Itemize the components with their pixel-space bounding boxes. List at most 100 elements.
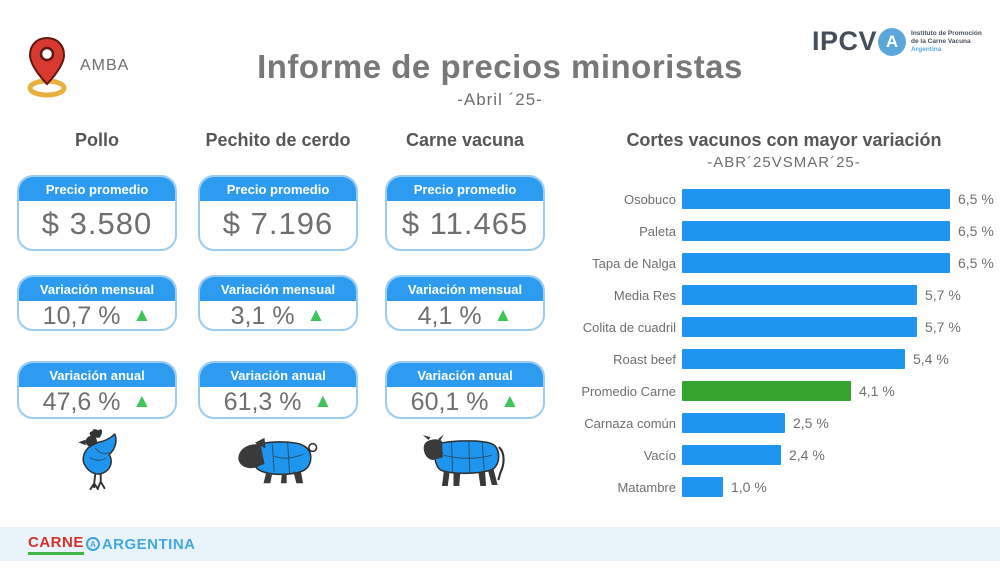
ipcva-org-name: Instituto de Promoción de la Carne Vacun… [911, 29, 982, 53]
annual-variation-value: 47,6 % [42, 387, 121, 416]
brand-carne-text: CARNE [28, 534, 84, 555]
bar-value-label: 2,4 % [789, 447, 825, 463]
up-triangle-icon: ▲ [132, 304, 152, 326]
bar-category-label: Colita de cuadril [582, 319, 676, 335]
carne-argentina-logo: CARNE A ARGENTINA [28, 534, 196, 555]
chicken-icon [17, 424, 177, 500]
bar-category-label: Media Res [613, 287, 676, 303]
ipcva-badge-icon: A [878, 27, 907, 56]
monthly-card-header: Variación mensual [19, 277, 175, 301]
monthly-card-header: Variación mensual [387, 277, 543, 301]
annual-variation-card: Variación anual 47,6 % ▲ [17, 361, 177, 419]
chart-subtitle: -ABR´25VSMAR´25- [707, 154, 861, 171]
price-card-header: Precio promedio [19, 177, 175, 201]
up-triangle-icon: ▲ [500, 390, 520, 412]
price-value: $ 7.196 [222, 206, 334, 241]
monthly-variation-card: Variación mensual 4,1 % ▲ [385, 275, 545, 331]
bar-category-label: Tapa de Nalga [592, 255, 676, 271]
chart-title: Cortes vacunos con mayor variación [626, 130, 942, 150]
report-title-block: Informe de precios minoristas -Abril ´25… [170, 48, 830, 110]
ipcva-logo: IPCV A Instituto de Promoción de la Carn… [812, 26, 982, 57]
bar-category-label: Matambre [617, 479, 676, 495]
bar-value-label: 6,5 % [958, 255, 994, 271]
annual-card-header: Variación anual [200, 363, 356, 387]
price-card-header: Precio promedio [387, 177, 543, 201]
product-column-pollo: Pollo Precio promedio $ 3.580 Variación … [17, 130, 177, 550]
bar-value-label: 5,4 % [913, 351, 949, 367]
monthly-variation-value: 3,1 % [230, 301, 295, 330]
monthly-variation-card: Variación mensual 10,7 % ▲ [17, 275, 177, 331]
pig-icon [198, 424, 358, 500]
bar-row: Carnaza común 2,5 % [572, 407, 996, 439]
bar [682, 317, 917, 337]
bar-category-label: Roast beef [613, 351, 676, 367]
bar-row: Roast beef 5,4 % [572, 343, 996, 375]
annual-variation-value: 61,3 % [223, 387, 302, 416]
bar-category-label: Promedio Carne [581, 383, 676, 399]
monthly-variation-value: 10,7 % [42, 301, 121, 330]
bar [682, 349, 905, 369]
bar-row: Osobuco 6,5 % [572, 183, 996, 215]
bar-category-label: Vacío [643, 447, 676, 463]
up-triangle-icon: ▲ [493, 304, 513, 326]
bar-value-label: 6,5 % [958, 223, 994, 239]
bar-value-label: 5,7 % [925, 287, 961, 303]
bar [682, 189, 950, 209]
bar-category-label: Carnaza común [584, 415, 676, 431]
annual-card-header: Variación anual [387, 363, 543, 387]
bar-row: Vacío 2,4 % [572, 439, 996, 471]
ipcva-acronym: IPCV [812, 26, 878, 56]
page-subtitle: -Abril ´25- [457, 90, 543, 109]
bar-row: Matambre 1,0 % [572, 471, 996, 503]
product-column-cerdo: Pechito de cerdo Precio promedio $ 7.196… [198, 130, 358, 550]
bar-value-label: 4,1 % [859, 383, 895, 399]
bar-category-label: Paleta [639, 223, 676, 239]
bar [682, 253, 950, 273]
bar-value-label: 2,5 % [793, 415, 829, 431]
up-triangle-icon: ▲ [132, 390, 152, 412]
brand-argentina-text: ARGENTINA [101, 535, 196, 553]
annual-variation-card: Variación anual 61,3 % ▲ [198, 361, 358, 419]
cow-icon [385, 424, 545, 500]
product-name: Carne vacuna [405, 130, 525, 150]
bar [682, 381, 851, 401]
product-column-vacuna: Carne vacuna Precio promedio $ 11.465 Va… [385, 130, 545, 550]
bar [682, 413, 785, 433]
annual-variation-value: 60,1 % [410, 387, 489, 416]
location-label: AMBA [80, 57, 130, 74]
bar [682, 221, 950, 241]
bar-chart: Cortes vacunos con mayor variación -ABR´… [572, 130, 996, 503]
bar-value-label: 1,0 % [731, 479, 767, 495]
bar [682, 445, 781, 465]
bar-row: Media Res 5,7 % [572, 279, 996, 311]
price-value: $ 11.465 [401, 206, 529, 241]
bar [682, 477, 723, 497]
monthly-card-header: Variación mensual [200, 277, 356, 301]
chart-rows: Osobuco 6,5 % Paleta 6,5 % Tapa de Nalga… [572, 183, 996, 503]
bar-row: Promedio Carne 4,1 % [572, 375, 996, 407]
location-pin-icon [27, 36, 67, 98]
bar-category-label: Osobuco [623, 191, 676, 207]
bar-row: Paleta 6,5 % [572, 215, 996, 247]
product-name: Pollo [75, 130, 119, 150]
price-card: Precio promedio $ 11.465 [385, 175, 545, 251]
up-triangle-icon: ▲ [306, 304, 326, 326]
price-card: Precio promedio $ 7.196 [198, 175, 358, 251]
up-triangle-icon: ▲ [313, 390, 333, 412]
price-card: Precio promedio $ 3.580 [17, 175, 177, 251]
price-value: $ 3.580 [41, 206, 153, 241]
monthly-variation-value: 4,1 % [417, 301, 482, 330]
bar-value-label: 5,7 % [925, 319, 961, 335]
annual-variation-card: Variación anual 60,1 % ▲ [385, 361, 545, 419]
page-title: Informe de precios minoristas [257, 48, 743, 85]
annual-card-header: Variación anual [19, 363, 175, 387]
bar [682, 285, 917, 305]
monthly-variation-card: Variación mensual 3,1 % ▲ [198, 275, 358, 331]
brand-a-badge-icon: A [85, 537, 100, 551]
price-card-header: Precio promedio [200, 177, 356, 201]
bar-row: Colita de cuadril 5,7 % [572, 311, 996, 343]
footer-strip: CARNE A ARGENTINA [0, 527, 1000, 561]
bar-value-label: 6,5 % [958, 191, 994, 207]
bar-row: Tapa de Nalga 6,5 % [572, 247, 996, 279]
